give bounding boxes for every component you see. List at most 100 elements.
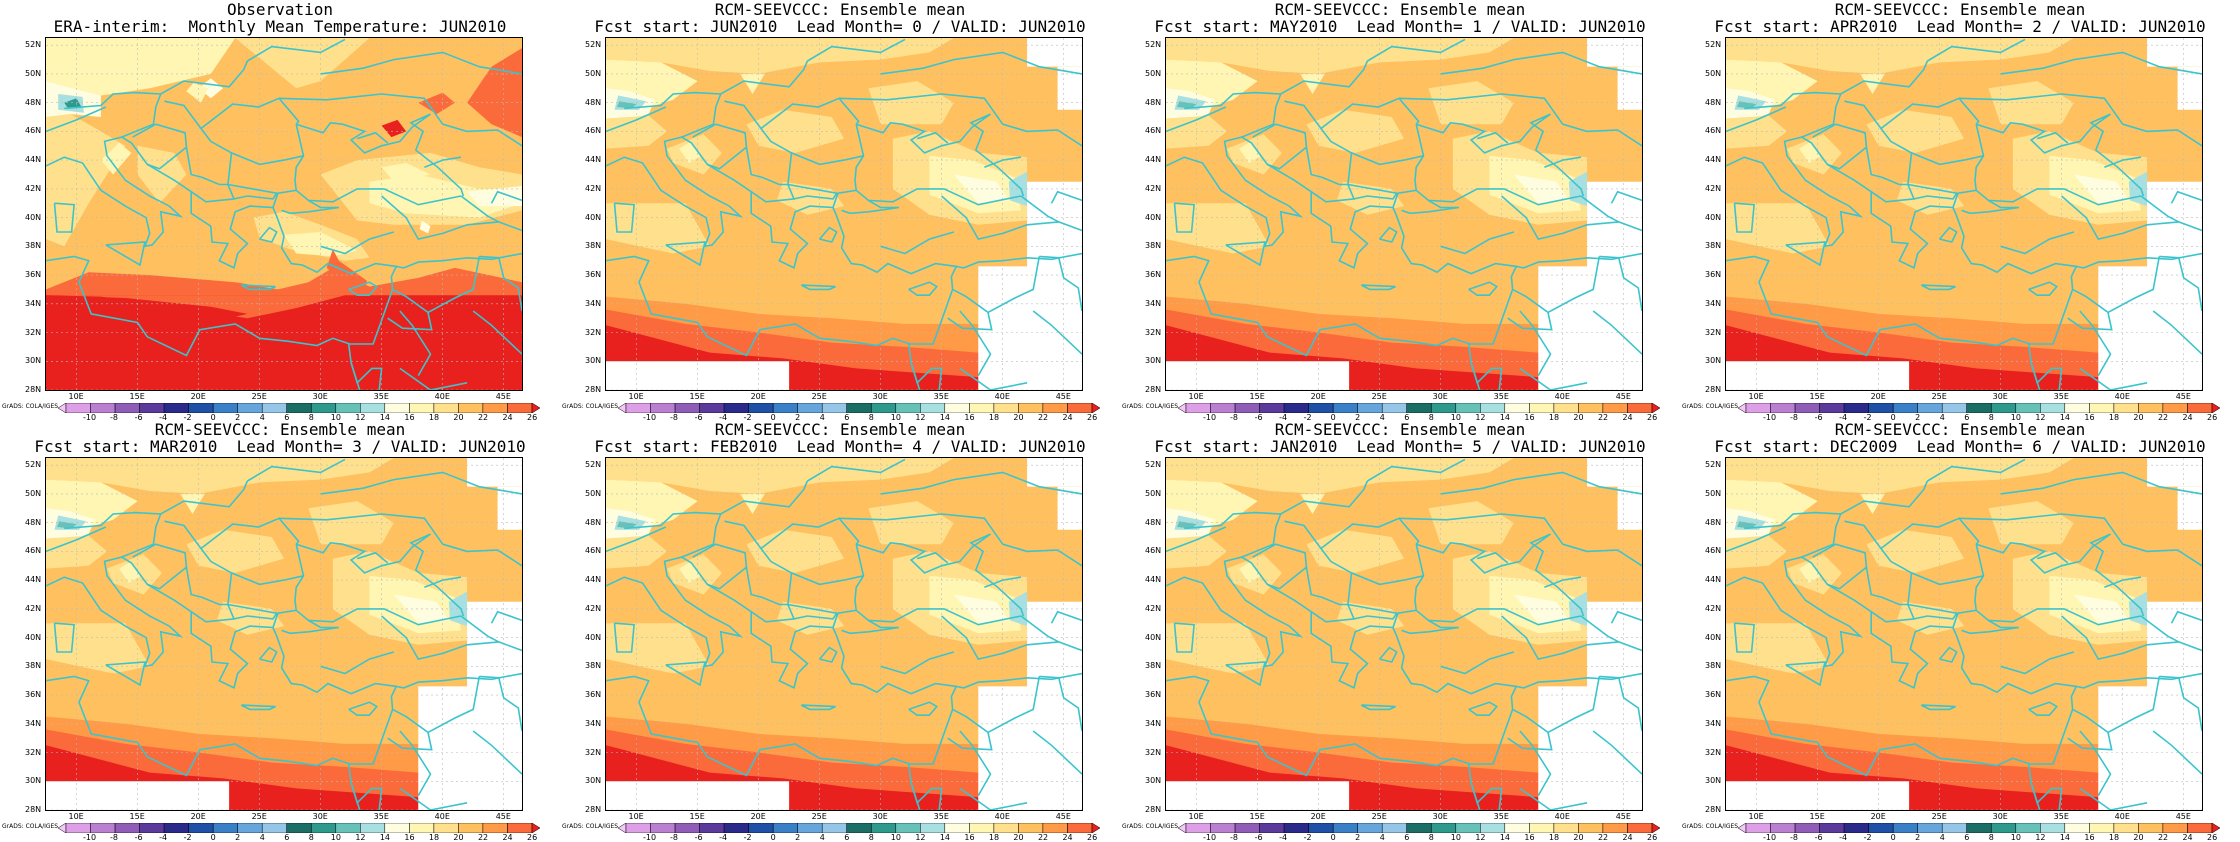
coastline [1975, 113, 2145, 197]
colorbar-label: 12 [1475, 833, 1486, 842]
colorbar-swatch [433, 403, 459, 413]
coastline [147, 565, 228, 606]
field-18 [1239, 561, 1262, 583]
colorbar-label: 6 [844, 833, 850, 842]
coastline [2028, 701, 2059, 717]
coastline [1592, 310, 1642, 355]
colorbar-label: -10 [1203, 413, 1217, 422]
colorbar [1178, 823, 1660, 833]
field-22 [606, 458, 1082, 810]
coastline [1039, 255, 1082, 312]
colorbar-swatch [139, 403, 165, 413]
colorbar-label: 18 [1548, 413, 1560, 422]
colorbar-label: 22 [477, 413, 489, 422]
coastline [121, 93, 162, 138]
colorbar-swatch [1210, 823, 1236, 833]
shaded-field [46, 38, 522, 390]
colorbar-label: 2 [1915, 833, 1921, 842]
colorbar-label: 10 [890, 833, 901, 842]
coastline [1476, 551, 1509, 564]
colorbar-swatch [2015, 823, 2041, 833]
lat-tick-label: 38N [1145, 661, 1162, 671]
coastline [1801, 513, 1842, 558]
coastline [442, 123, 522, 147]
colorbar-swatch [1553, 823, 1579, 833]
masked-area [1726, 781, 1910, 810]
colorbar-swatch [2064, 823, 2090, 833]
coastline [424, 576, 462, 589]
lat-tick-label: 42N [25, 603, 42, 613]
coastline [2076, 672, 2202, 689]
coastline [121, 513, 162, 558]
lon-tick-label: 25E [251, 392, 267, 401]
coastline [760, 517, 860, 550]
grid-lines [1166, 38, 1642, 390]
colorbar-swatch [871, 403, 897, 413]
lat-tick-label: 48N [25, 97, 42, 107]
lat-tick-label: 44N [25, 575, 42, 585]
lat-tick-label: 50N [585, 68, 602, 78]
coastline [1020, 615, 1082, 652]
coastline [750, 572, 796, 623]
panel-title: RCM-SEEVCCC: Ensemble mean [154, 420, 406, 439]
coastline [1812, 123, 1868, 148]
colorbar-swatch [409, 823, 435, 833]
masked-area [418, 640, 522, 810]
lat-tick-label: 28N [585, 805, 602, 814]
field-20 [46, 535, 107, 569]
field-20 [1726, 623, 1830, 674]
coastlines [606, 458, 1082, 810]
coastline [1366, 38, 1466, 62]
coastline [880, 651, 955, 675]
coastline [1050, 190, 1082, 204]
colorbar-label: 22 [1597, 413, 1609, 422]
coastline [246, 38, 346, 62]
coastline [460, 195, 522, 232]
colorbar-swatch [384, 403, 410, 413]
coastline [1785, 241, 1826, 267]
coastline [1974, 124, 1985, 191]
colorbar-label: -10 [1763, 833, 1777, 842]
coastline [1726, 526, 1787, 553]
colorbar-swatch [748, 823, 774, 833]
lat-tick-label: 44N [1705, 575, 1722, 585]
colorbar-swatch [1283, 403, 1309, 413]
masked-area [1538, 220, 1642, 390]
colorbar-swatch [1480, 403, 1506, 413]
coastline [800, 704, 836, 711]
colorbar-swatch [1332, 403, 1358, 413]
colorbar-label: 22 [477, 833, 489, 842]
map-area [45, 457, 523, 811]
colorbar-swatch [797, 823, 823, 833]
field-18 [369, 174, 522, 218]
coastline [1032, 310, 1082, 355]
colorbar-swatch [1578, 403, 1604, 413]
lat-tick-label: 50N [1705, 488, 1722, 498]
lat-tick-label: 38N [585, 241, 602, 251]
masked-area [1587, 38, 1642, 67]
field-12 [1737, 101, 1757, 109]
colorbar-label: 2 [1915, 413, 1921, 422]
temperature-map [46, 458, 522, 810]
coastline [2107, 256, 2161, 314]
lon-tick-label: 10E [628, 812, 644, 821]
coastline [800, 284, 836, 291]
colorbar-swatch [286, 823, 312, 833]
coastline [1166, 556, 1582, 690]
coastline [910, 362, 921, 390]
field-12 [617, 101, 637, 109]
colorbar-label: 0 [770, 413, 776, 422]
coastline [841, 199, 900, 215]
field-26 [381, 119, 407, 138]
colorbar-swatch [458, 823, 484, 833]
coastline [240, 704, 276, 711]
lat-tick-label: 28N [585, 385, 602, 394]
coastline [606, 627, 958, 777]
colorbar-label: 2 [1355, 833, 1361, 842]
coastline [2079, 310, 2112, 376]
coastline [281, 619, 340, 635]
colorbar-swatch [1332, 823, 1358, 833]
masked-area [1587, 601, 1642, 641]
map-area [1165, 457, 1643, 811]
colorbar-label: 14 [379, 413, 391, 422]
